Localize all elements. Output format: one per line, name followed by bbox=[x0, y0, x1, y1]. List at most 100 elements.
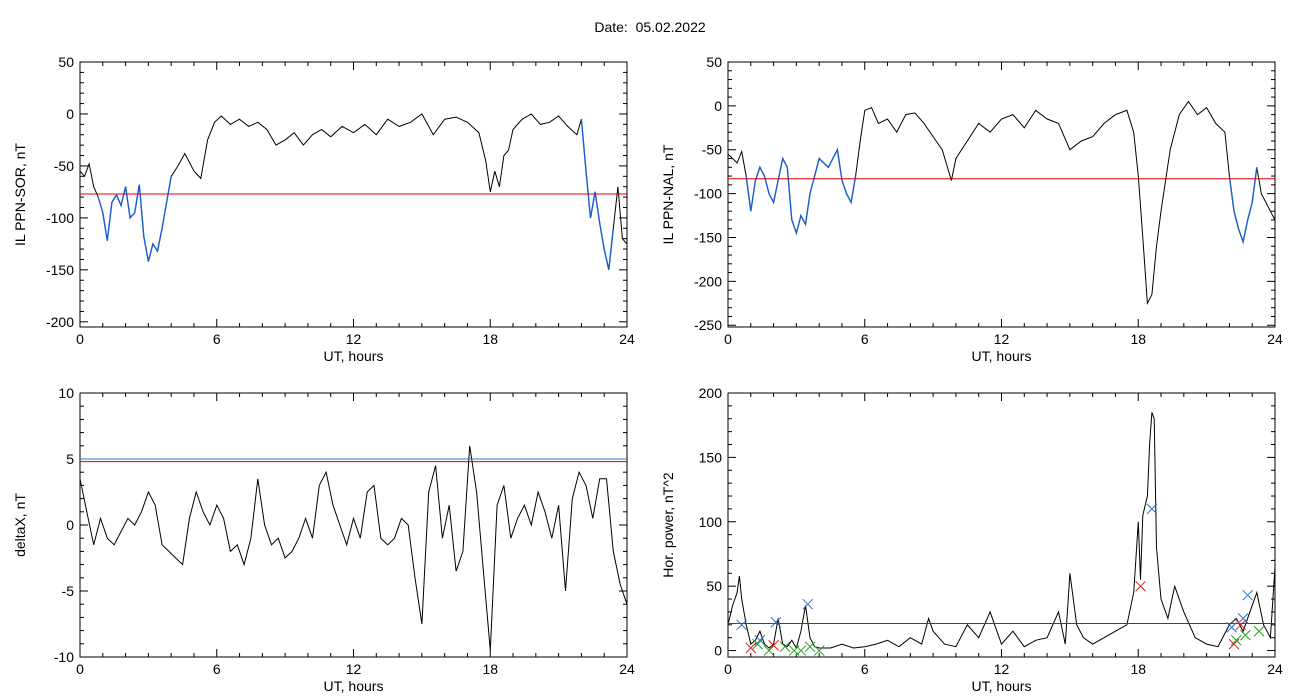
y-axis-label: IL PPN-NAL, nT bbox=[660, 144, 676, 244]
x-tick-label: 18 bbox=[1130, 331, 1146, 347]
deltax-chart: 0 6 12 18 24 10 5 0 -5 -10 UT, hours deltaX, nT bbox=[12, 385, 635, 694]
green-x-marker bbox=[763, 645, 775, 656]
marker-stroke bbox=[795, 645, 807, 656]
x-tick-label: 6 bbox=[861, 331, 869, 347]
marker-stroke bbox=[1146, 503, 1158, 515]
x-tick-label: 18 bbox=[1130, 661, 1146, 677]
y-tick-label: 10 bbox=[58, 385, 74, 401]
x-axis-label: UT, hours bbox=[324, 348, 384, 364]
marker-stroke bbox=[1235, 619, 1247, 631]
y-axis-label: Hor. power, nT^2 bbox=[660, 472, 676, 578]
marker-stroke bbox=[745, 642, 757, 654]
green-x-marker bbox=[1240, 629, 1251, 641]
power-chart: 0 6 12 18 24 200 150 100 50 0 UT, hours Hor. power,… bbox=[660, 385, 1283, 694]
nal-highlight-segment bbox=[745, 147, 857, 236]
x-tick-label: 24 bbox=[1267, 331, 1283, 347]
marker-stroke bbox=[813, 645, 825, 656]
y-tick-label: 50 bbox=[58, 54, 74, 70]
marker-stroke bbox=[1135, 580, 1146, 592]
y-axis-label: deltaX, nT bbox=[12, 493, 28, 557]
green-x-marker bbox=[752, 638, 763, 650]
y-tick-label: 0 bbox=[66, 106, 74, 122]
x-tick-label: 12 bbox=[994, 331, 1010, 347]
x-tick-label: 18 bbox=[482, 331, 498, 347]
sor-highlight-segment bbox=[97, 176, 172, 262]
green-x-marker bbox=[795, 645, 807, 656]
y-tick-label: 0 bbox=[714, 643, 722, 659]
green-x-marker bbox=[1230, 634, 1242, 646]
y-tick-label: -50 bbox=[702, 142, 722, 158]
x-tick-label: 0 bbox=[76, 661, 84, 677]
power-trace-line bbox=[728, 412, 1275, 650]
x-tick-label: 0 bbox=[76, 331, 84, 347]
y-tick-label: -200 bbox=[46, 314, 74, 330]
x-axis-label: UT, hours bbox=[972, 678, 1032, 694]
x-axis-label: UT, hours bbox=[972, 348, 1032, 364]
page-title: Date: 05.02.2022 bbox=[594, 19, 706, 35]
nal-trace-line bbox=[728, 100, 1275, 306]
y-tick-label: 200 bbox=[699, 385, 723, 401]
marker-stroke bbox=[779, 641, 791, 653]
green-x-marker bbox=[1253, 625, 1265, 637]
sor-highlight-segment bbox=[580, 119, 614, 270]
red-x-marker bbox=[1235, 619, 1247, 631]
y-tick-label: 50 bbox=[706, 578, 722, 594]
y-axis-label: IL PPN-SOR, nT bbox=[12, 143, 28, 246]
x-tick-label: 18 bbox=[482, 661, 498, 677]
y-tick-label: -250 bbox=[694, 317, 722, 333]
marker-stroke bbox=[1226, 622, 1238, 633]
red-x-marker bbox=[1135, 580, 1146, 592]
y-tick-label: -100 bbox=[46, 210, 74, 226]
y-tick-label: -150 bbox=[694, 229, 722, 245]
blue-x-marker bbox=[1226, 622, 1238, 633]
green-x-marker bbox=[804, 641, 816, 653]
x-tick-label: 12 bbox=[994, 661, 1010, 677]
x-tick-label: 6 bbox=[213, 331, 221, 347]
red-x-marker bbox=[1228, 638, 1240, 650]
y-tick-label: -5 bbox=[62, 583, 75, 599]
y-tick-label: 5 bbox=[66, 451, 74, 467]
y-tick-label: -10 bbox=[54, 649, 74, 665]
marker-stroke bbox=[736, 619, 748, 631]
x-axis-label: UT, hours bbox=[324, 678, 384, 694]
y-tick-label: -50 bbox=[54, 158, 74, 174]
x-tick-label: 6 bbox=[213, 661, 221, 677]
marker-stroke bbox=[770, 616, 782, 628]
marker-stroke bbox=[804, 641, 816, 653]
x-tick-label: 0 bbox=[724, 331, 732, 347]
x-tick-label: 12 bbox=[346, 661, 362, 677]
y-tick-label: 50 bbox=[706, 54, 722, 70]
marker-stroke bbox=[1253, 625, 1265, 637]
green-x-marker bbox=[813, 645, 825, 656]
marker-stroke bbox=[1237, 613, 1249, 624]
deltax-trace-line bbox=[80, 445, 627, 651]
blue-x-marker bbox=[770, 616, 782, 628]
y-tick-label: 0 bbox=[714, 98, 722, 114]
x-tick-label: 0 bbox=[724, 661, 732, 677]
x-tick-label: 24 bbox=[1267, 661, 1283, 677]
y-tick-label: 100 bbox=[699, 514, 723, 530]
y-tick-label: -150 bbox=[46, 262, 74, 278]
marker-stroke bbox=[802, 598, 814, 610]
y-tick-label: 150 bbox=[699, 449, 723, 465]
nal-highlight-segment bbox=[1228, 167, 1258, 245]
marker-stroke bbox=[763, 645, 775, 656]
green-x-marker bbox=[779, 641, 791, 653]
marker-stroke bbox=[752, 638, 763, 650]
blue-x-marker bbox=[1242, 589, 1254, 601]
sor-trace-line bbox=[80, 113, 627, 270]
deltax-plot-frame bbox=[79, 392, 628, 658]
marker-stroke bbox=[1242, 589, 1254, 601]
x-tick-label: 24 bbox=[619, 331, 635, 347]
red-x-marker bbox=[745, 642, 757, 654]
y-tick-label: 0 bbox=[66, 517, 74, 533]
sor-plot-frame bbox=[79, 61, 628, 328]
x-tick-label: 6 bbox=[861, 661, 869, 677]
y-tick-label: -100 bbox=[694, 186, 722, 202]
blue-x-marker bbox=[1237, 613, 1249, 624]
blue-x-marker bbox=[736, 619, 748, 631]
x-tick-label: 24 bbox=[619, 661, 635, 677]
marker-stroke bbox=[1230, 634, 1242, 646]
marker-stroke bbox=[1240, 629, 1251, 641]
